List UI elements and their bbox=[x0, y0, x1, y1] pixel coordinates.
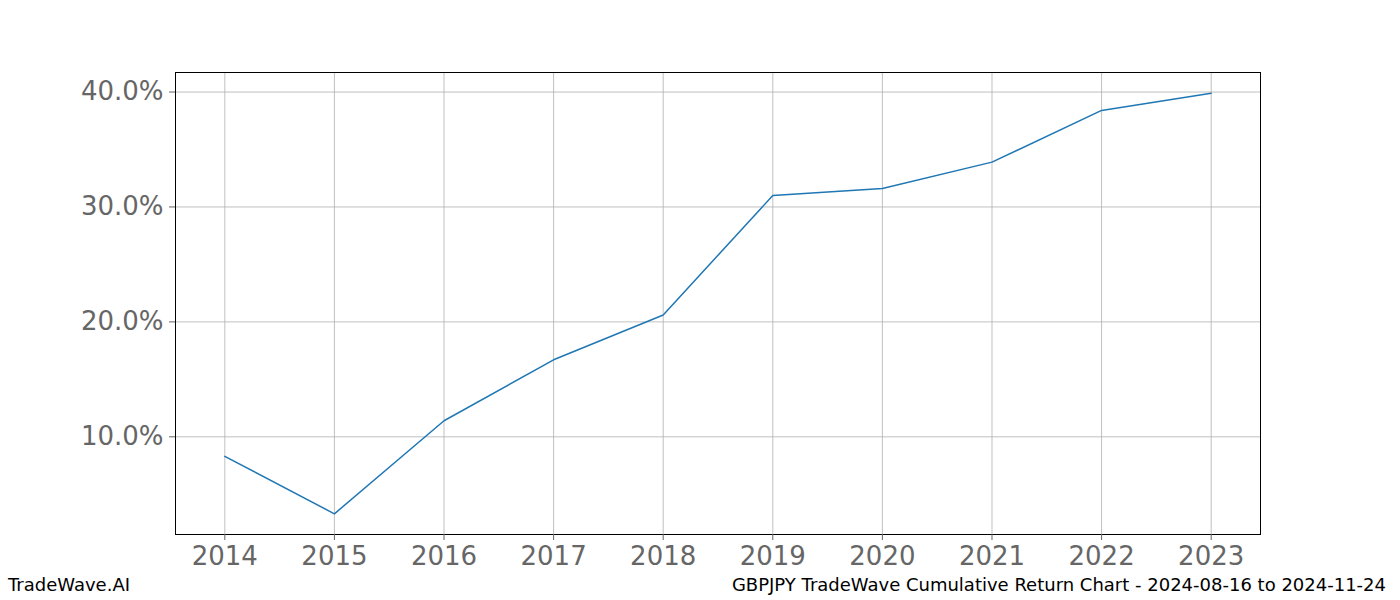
svg-text:2018: 2018 bbox=[630, 541, 696, 566]
svg-text:2023: 2023 bbox=[1178, 541, 1244, 566]
svg-text:40.0%: 40.0% bbox=[81, 76, 164, 106]
svg-text:2019: 2019 bbox=[740, 541, 806, 566]
svg-text:2020: 2020 bbox=[849, 541, 915, 566]
svg-text:2015: 2015 bbox=[301, 541, 367, 566]
svg-text:20.0%: 20.0% bbox=[81, 306, 164, 336]
svg-text:10.0%: 10.0% bbox=[81, 421, 164, 451]
svg-text:2014: 2014 bbox=[192, 541, 258, 566]
svg-text:2021: 2021 bbox=[959, 541, 1025, 566]
svg-text:2017: 2017 bbox=[521, 541, 587, 566]
svg-text:30.0%: 30.0% bbox=[81, 191, 164, 221]
html-text:GBPJPY TradeWave Cumulative Re: GBPJPY TradeWave Cumulative Return Chart… bbox=[731, 574, 1386, 595]
svg-text:2016: 2016 bbox=[411, 541, 477, 566]
html-text:TradeWave.AI: TradeWave.AI bbox=[8, 574, 130, 595]
svg-text:2022: 2022 bbox=[1068, 541, 1134, 566]
